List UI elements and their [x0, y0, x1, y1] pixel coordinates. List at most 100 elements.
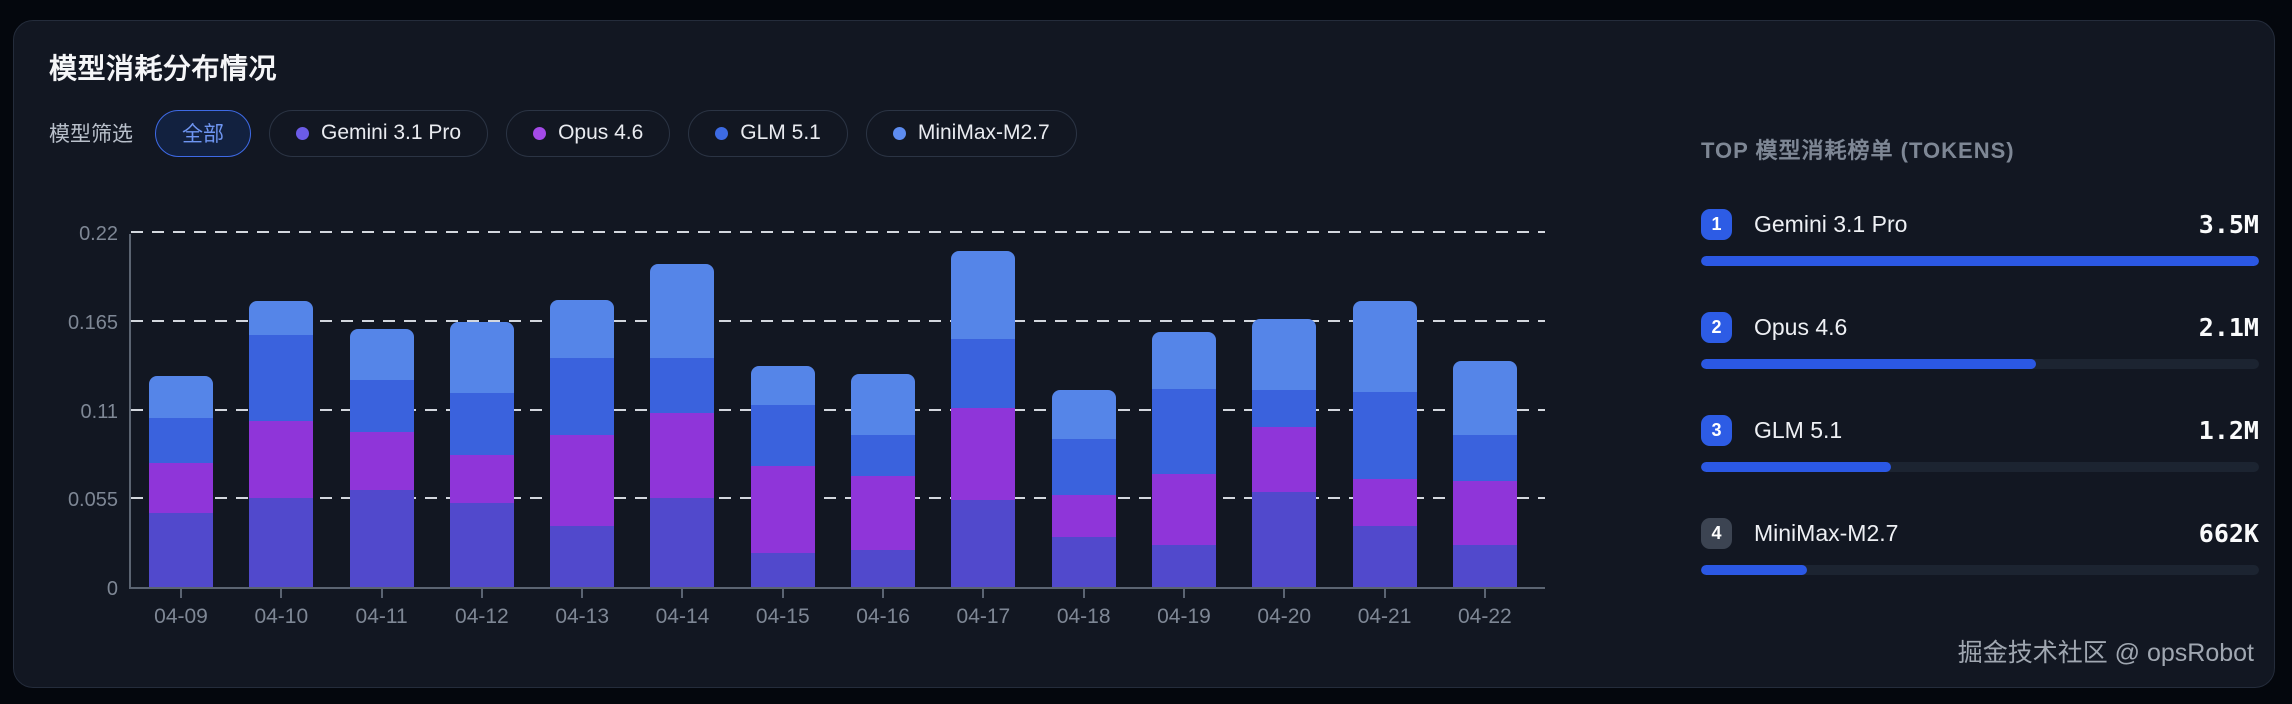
top-item-row: 4 MiniMax-M2.7 662K — [1701, 518, 2259, 549]
bar-group-04-10: 04-10 — [249, 234, 314, 628]
bar-segment-gemini-3-1-pro — [1151, 545, 1216, 587]
bar-segment-glm-5-1 — [851, 435, 916, 476]
model-consumption-card: 模型消耗分布情况 模型筛选 全部 Gemini 3.1 Pro Opus 4.6 G… — [13, 20, 2275, 688]
bar-plot: 04-09 04-10 04-11 04-12 04-13 04-14 04-15 04-16… — [129, 231, 1545, 628]
model-color-dot — [533, 126, 547, 140]
progress-track — [1701, 462, 2259, 472]
page-title: 模型消耗分布情况 — [49, 53, 278, 84]
x-axis-tick — [1483, 589, 1486, 598]
bar-segment-opus-4-6 — [149, 462, 213, 513]
model-name: Opus 4.6 — [1754, 314, 1848, 340]
bar-segment-glm-5-1 — [1252, 390, 1317, 428]
bar-segment-opus-4-6 — [449, 454, 514, 504]
top-consumption-panel: TOP 模型消耗榜单 (TOKENS) 1 Gemini 3.1 Pro 3.5M 2… — [1701, 133, 2259, 621]
bar-segment-glm-5-1 — [1151, 388, 1216, 475]
x-tick-label: 04-19 — [1157, 605, 1211, 628]
rank-badge: 1 — [1701, 209, 1732, 240]
rank-badge: 4 — [1701, 518, 1732, 549]
progress-track — [1701, 359, 2259, 369]
top-item-row: 2 Opus 4.6 2.1M — [1701, 312, 2259, 343]
bar-segment-minimax-m2-7 — [951, 251, 1016, 339]
y-tick-label: 0.22 — [79, 223, 118, 245]
bar-segment-opus-4-6 — [851, 475, 916, 550]
filter-chip-label: MiniMax-M2.7 — [917, 121, 1050, 144]
token-value: 2.1M — [2198, 313, 2259, 342]
filter-chip-label: GLM 5.1 — [740, 121, 821, 144]
bar-group-04-14: 04-14 — [650, 234, 715, 628]
top-list-item-2: 2 Opus 4.6 2.1M — [1701, 312, 2259, 369]
bar-segment-gemini-3-1-pro — [149, 512, 213, 587]
filter-label: 模型筛选 — [49, 123, 133, 146]
x-tick-label: 04-14 — [655, 605, 710, 628]
bar-segment-opus-4-6 — [951, 407, 1016, 500]
x-tick-label: 04-22 — [1458, 605, 1512, 628]
top-list-item-3: 3 GLM 5.1 1.2M — [1701, 415, 2259, 472]
bar-segment-gemini-3-1-pro — [650, 498, 715, 587]
top-list-heading: TOP 模型消耗榜单 (TOKENS) — [1701, 138, 2015, 163]
bar-segment-glm-5-1 — [1352, 391, 1417, 479]
filter-chip-label: Opus 4.6 — [558, 121, 644, 144]
bar-segment-minimax-m2-7 — [1252, 319, 1317, 391]
progress-fill — [1701, 256, 2259, 266]
bar-segment-minimax-m2-7 — [650, 264, 715, 358]
model-color-dot — [296, 126, 309, 140]
top-item-row: 3 GLM 5.1 1.2M — [1701, 415, 2259, 446]
bar-group-04-20: 04-20 — [1252, 234, 1317, 628]
bar-segment-opus-4-6 — [750, 466, 815, 554]
bar-segment-gemini-3-1-pro — [1252, 491, 1317, 587]
bar-group-04-17: 04-17 — [951, 234, 1016, 628]
x-axis-tick — [1082, 589, 1085, 598]
bar-segment-minimax-m2-7 — [349, 328, 414, 381]
filter-chip-minimax-m2-7[interactable]: MiniMax-M2.7 — [865, 109, 1077, 157]
progress-track — [1701, 256, 2259, 266]
x-axis-tick — [681, 589, 684, 598]
bar-segment-glm-5-1 — [951, 338, 1016, 408]
y-tick-label: 0.11 — [80, 400, 118, 423]
gridline — [131, 319, 1545, 322]
bar-segment-gemini-3-1-pro — [449, 503, 514, 587]
gridline — [131, 497, 1545, 500]
filter-chip-glm-5-1[interactable]: GLM 5.1 — [688, 109, 848, 157]
x-tick-label: 04-21 — [1357, 605, 1412, 628]
x-tick-label: 04-17 — [956, 605, 1011, 628]
filter-chip-gemini-3-1-pro[interactable]: Gemini 3.1 Pro — [269, 109, 489, 157]
x-axis-tick — [1182, 589, 1185, 598]
model-name: GLM 5.1 — [1754, 417, 1843, 443]
bar-segment-glm-5-1 — [449, 393, 514, 455]
bar-segment-gemini-3-1-pro — [851, 549, 916, 587]
x-tick-label: 04-10 — [254, 605, 309, 628]
bar-segment-glm-5-1 — [750, 404, 815, 466]
y-tick-label: 0 — [106, 578, 118, 600]
token-value: 1.2M — [2198, 416, 2259, 445]
token-value: 662K — [2198, 519, 2259, 548]
bar-group-04-21: 04-21 — [1352, 234, 1417, 628]
x-tick-label: 04-12 — [455, 605, 509, 628]
filter-chip-all[interactable]: 全部 — [155, 109, 251, 157]
gridline — [131, 231, 1545, 233]
top-item-row: 1 Gemini 3.1 Pro 3.5M — [1701, 209, 2259, 240]
model-color-dot — [892, 126, 906, 140]
x-axis-tick — [480, 589, 483, 598]
model-name: MiniMax-M2.7 — [1754, 520, 1899, 546]
bar-segment-minimax-m2-7 — [1151, 332, 1216, 389]
bar-segment-glm-5-1 — [550, 357, 615, 436]
bar-segment-opus-4-6 — [1352, 478, 1417, 526]
bar-segment-gemini-3-1-pro — [951, 499, 1016, 587]
bar-segment-opus-4-6 — [1151, 474, 1216, 546]
watermark-text: 掘金技术社区 @ opsRobot — [1957, 639, 2254, 667]
filter-chip-opus-4-6[interactable]: Opus 4.6 — [506, 109, 671, 157]
bar-group-04-09: 04-09 — [149, 234, 213, 628]
bar-segment-minimax-m2-7 — [550, 299, 615, 358]
x-axis-tick — [1383, 589, 1386, 598]
filter-chip-all-label: 全部 — [182, 123, 224, 146]
bar-group-04-12: 04-12 — [449, 234, 514, 628]
gridline — [131, 408, 1545, 411]
x-axis-tick — [581, 589, 584, 598]
model-name: Gemini 3.1 Pro — [1754, 211, 1908, 237]
bar-segment-opus-4-6 — [1252, 427, 1317, 492]
progress-track — [1701, 565, 2259, 575]
bar-segment-minimax-m2-7 — [1352, 301, 1417, 392]
bar-segment-opus-4-6 — [1051, 495, 1116, 537]
bar-segment-opus-4-6 — [349, 432, 414, 491]
bar-segment-gemini-3-1-pro — [1352, 525, 1417, 587]
